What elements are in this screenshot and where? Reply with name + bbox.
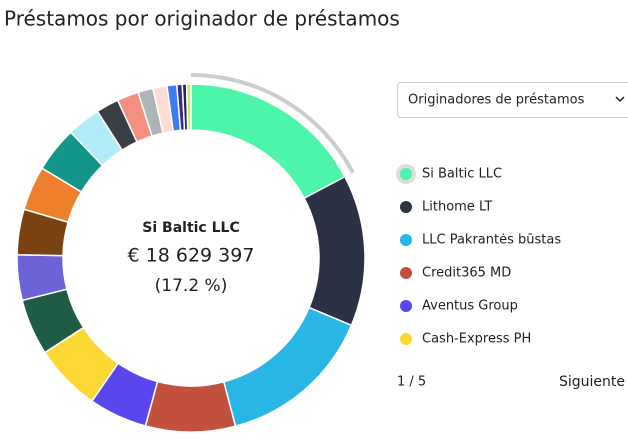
legend-label: Credit365 MD	[422, 266, 511, 281]
center-share: (17.2 %)	[155, 276, 228, 296]
next-button[interactable]: Siguiente	[559, 374, 625, 390]
legend-label: Aventus Group	[422, 299, 518, 314]
legend-swatch	[400, 300, 412, 312]
pagination: 1 / 5	[397, 375, 426, 390]
legend-swatch	[400, 267, 412, 279]
donut-segment	[303, 175, 366, 327]
legend-swatch	[400, 234, 412, 246]
legend-swatch	[400, 168, 412, 180]
donut-segment	[144, 380, 237, 433]
legend-label: Cash-Express PH	[422, 332, 531, 347]
chart-title: Préstamos por originador de préstamos	[4, 7, 400, 31]
donut-segment	[185, 83, 192, 131]
donut-segment	[190, 83, 346, 200]
highlight-arc	[190, 73, 355, 174]
legend-swatch	[400, 201, 412, 213]
dropdown[interactable]	[397, 82, 628, 118]
center-value: € 18 629 397	[128, 245, 255, 267]
dropdown-arrow	[615, 96, 625, 103]
legend-swatch	[400, 333, 412, 345]
dropdown-label[interactable]: Originadores de préstamos	[408, 93, 585, 108]
donut-segment	[222, 306, 353, 428]
legend-label: Si Baltic LLC	[422, 167, 502, 182]
center-name: Si Baltic LLC	[142, 220, 239, 236]
legend-label: Lithome LT	[422, 200, 492, 215]
legend-label: LLC Pakrantės būstas	[422, 233, 561, 248]
